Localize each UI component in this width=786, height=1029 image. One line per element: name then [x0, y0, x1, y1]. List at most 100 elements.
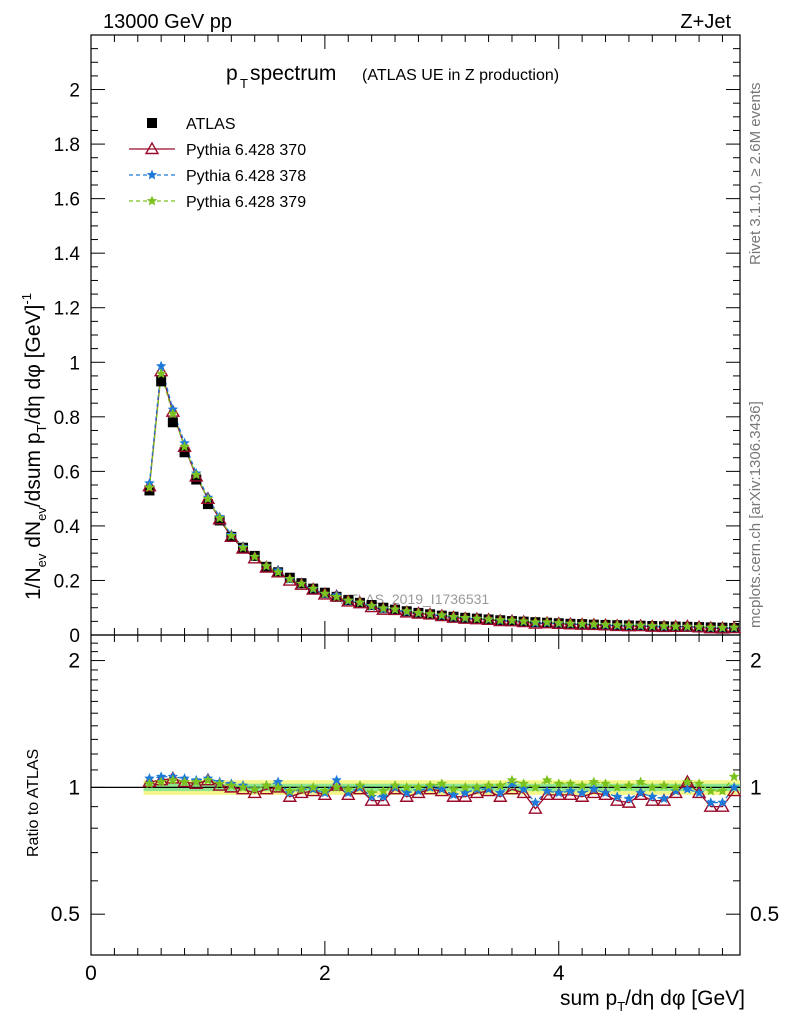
mc379-point [413, 607, 424, 618]
mc379-point [214, 512, 225, 523]
legend-label: Pythia 6.428 378 [186, 168, 306, 185]
mc379-ratio-point [378, 785, 389, 796]
mc379-ratio-point [705, 785, 716, 796]
mc370-ratio-point [422, 781, 438, 795]
mc378-ratio-point [483, 783, 494, 794]
mc378-ratio-point [682, 783, 693, 794]
mc379-ratio-point [202, 774, 214, 785]
mc379-ratio-point [167, 774, 179, 785]
mc379-point [389, 603, 401, 614]
mc370-ratio-point [142, 774, 157, 788]
mc370-ratio-point [235, 781, 251, 795]
mc378-ratio-point [518, 783, 529, 794]
mc379-ratio-point [483, 780, 494, 790]
y-tick-label-ratio: 2 [68, 650, 80, 673]
mc379-point [459, 612, 471, 623]
mc370-ratio-point [610, 793, 625, 806]
mc379-ratio-point [155, 776, 167, 787]
mc378-ratio-point [530, 797, 541, 808]
mc379-ratio-point [670, 781, 681, 792]
mc379-ratio-point [576, 780, 588, 790]
mc378-ratio-point [495, 787, 506, 798]
mc378-ratio-point [448, 789, 459, 800]
mc379-ratio-point [647, 781, 658, 792]
mc379-point [366, 600, 377, 611]
mc370-ratio-point [153, 772, 169, 786]
y-label-sub-ev2: ev [34, 507, 49, 521]
mc370-ratio-point [598, 787, 613, 801]
mc370-point [282, 573, 297, 586]
mc379-ratio-point [459, 781, 471, 792]
mc370-ratio-point [516, 785, 531, 799]
mc370-ratio-point [247, 785, 262, 799]
title-sub: T [240, 76, 248, 91]
mc370-ratio-point [294, 785, 309, 799]
series-line-1 [148, 371, 735, 630]
mc370-ratio-point [715, 799, 730, 812]
mc379-ratio-point [191, 776, 202, 787]
title-extra: (ATLAS UE in Z production) [362, 67, 559, 84]
mc379-ratio-point [214, 778, 225, 789]
mc378-ratio-point [576, 787, 588, 798]
mc378-ratio-point [459, 787, 471, 798]
mc370-ratio-point [259, 781, 274, 795]
legend-marker-triangle [144, 141, 160, 155]
mc379-ratio-point [682, 776, 693, 787]
mc379-ratio-point [413, 781, 424, 792]
mc370-point [247, 550, 262, 564]
mc379-ratio-point [366, 787, 377, 798]
mc379-point [471, 613, 483, 624]
mc379-ratio-point [249, 783, 260, 794]
y-tick-label-main: 1.8 [54, 135, 80, 156]
y-label-part-2: dN [22, 521, 45, 554]
mc379-point [296, 578, 307, 589]
mc379-point [565, 618, 576, 629]
y-tick-label-main: 1.2 [54, 299, 80, 320]
atlas-point [179, 447, 190, 458]
y-tick-label-main: 1.4 [54, 244, 81, 265]
mc379-point [354, 597, 366, 607]
mc379-point [611, 619, 623, 630]
mc379-point [553, 617, 564, 628]
mc370-ratio-point [539, 787, 555, 801]
mc379-ratio-point [179, 776, 190, 787]
y-tick-label-ratio: 1 [68, 776, 80, 799]
y-tick-label-main: 2 [69, 81, 80, 102]
mc379-ratio-point [717, 785, 728, 796]
mc370-ratio-point [457, 789, 473, 802]
y-tick-label-ratio-right: 2 [750, 650, 762, 673]
mc378-ratio-point [553, 787, 564, 798]
mc370-ratio-point [317, 787, 333, 801]
mc378-ratio-point [658, 793, 670, 804]
mc379-ratio-point [343, 783, 354, 794]
mc379-point [728, 621, 740, 632]
axis-ticks [90, 34, 740, 956]
y-tick-label-ratio-right: 1 [750, 776, 762, 799]
mc379-point [272, 566, 284, 577]
mc379-point [331, 591, 342, 602]
mc378-ratio-point [717, 797, 728, 808]
y-label-part-1: 1/N [22, 567, 45, 600]
mc379-ratio-point [553, 778, 564, 789]
legend-marker-atlas [147, 118, 157, 128]
mc379-point [226, 530, 237, 541]
mc379-ratio-point [541, 774, 553, 785]
legend-marker-star [146, 195, 158, 206]
mc370-ratio-point [446, 789, 461, 802]
mc378-ratio-point [401, 787, 412, 798]
mc370-ratio-point [528, 801, 543, 814]
mc379-ratio-point [237, 781, 249, 792]
mc370-ratio-point [586, 785, 602, 799]
mc370-ratio-point [387, 781, 403, 795]
x-label-part-1: sum p [560, 987, 617, 1010]
y-tick-label-main: 1 [69, 353, 80, 374]
legend-label: ATLAS [186, 116, 236, 133]
mc379-point [670, 621, 681, 631]
mc378-ratio-point [600, 787, 611, 798]
mc379-point [401, 605, 412, 616]
mc370-ratio-point [668, 785, 683, 799]
mc370-ratio-point [563, 787, 578, 801]
legend-label: Pythia 6.428 370 [186, 142, 306, 159]
y-label-part-3: /dsum p [22, 432, 45, 507]
